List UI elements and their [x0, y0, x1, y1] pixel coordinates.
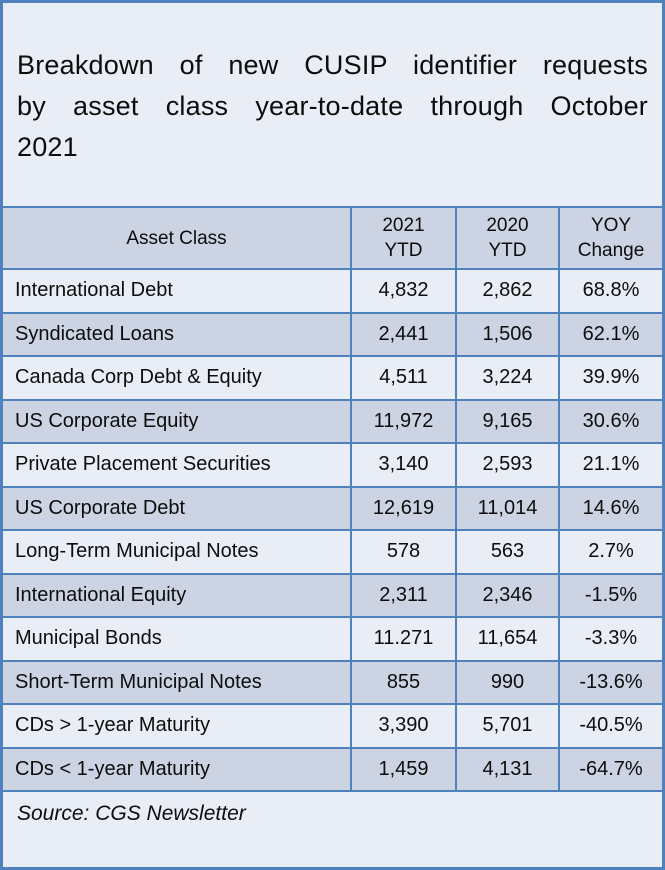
cell-asset-class: International Debt — [15, 279, 173, 302]
cell-2020-ytd: 990 — [455, 661, 558, 703]
cell-asset-class: Private Placement Securities — [15, 453, 271, 476]
cell-2020-ytd: 11,654 — [455, 618, 558, 660]
header-cell-yoy-change: YOY Change — [558, 208, 662, 268]
cell-asset-class: International Equity — [15, 583, 187, 606]
cell-yoy-change: -40.5% — [558, 705, 662, 747]
cell-2021-ytd: 4,511 — [350, 357, 455, 399]
cell-yoy-change: -3.3% — [558, 618, 662, 660]
title-line-3: 2021 — [17, 132, 78, 162]
table-row: Private Placement Securities 3,140 2,593… — [3, 442, 662, 486]
cell-asset-class: Syndicated Loans — [15, 322, 175, 345]
source-note: Source: CGS Newsletter — [17, 802, 246, 825]
cell-2021-ytd: 1,459 — [350, 748, 455, 790]
table-row: US Corporate Debt 12,619 11,014 14.6% — [3, 485, 662, 529]
table-row: CDs > 1-year Maturity 3,390 5,701 -40.5% — [3, 703, 662, 747]
cell-2020-ytd: 5,701 — [455, 705, 558, 747]
cell-asset-class: Short-Term Municipal Notes — [15, 670, 262, 693]
cell-yoy-change: 68.8% — [558, 270, 662, 312]
cell-yoy-change: 14.6% — [558, 487, 662, 529]
cell-yoy-change: 21.1% — [558, 444, 662, 486]
cell-asset-class: US Corporate Equity — [15, 409, 199, 432]
cell-yoy-change: -1.5% — [558, 574, 662, 616]
cell-2020-ytd: 1,506 — [455, 313, 558, 355]
cell-yoy-change: 39.9% — [558, 357, 662, 399]
table-row: Long-Term Municipal Notes 578 563 2.7% — [3, 529, 662, 573]
header-cell-2020-ytd: 2020 YTD — [455, 208, 558, 268]
cell-yoy-change: 2.7% — [558, 531, 662, 573]
cell-2021-ytd: 2,441 — [350, 313, 455, 355]
cell-2021-ytd: 11.271 — [350, 618, 455, 660]
cell-asset-class: Canada Corp Debt & Equity — [15, 366, 262, 389]
cell-2021-ytd: 3,140 — [350, 444, 455, 486]
cell-2021-ytd: 3,390 — [350, 705, 455, 747]
footer: Source: CGS Newsletter — [3, 790, 662, 867]
chart-title: Breakdown of new CUSIP identifier reques… — [3, 3, 662, 206]
cell-2020-ytd: 3,224 — [455, 357, 558, 399]
table-row: International Debt 4,832 2,862 68.8% — [3, 268, 662, 312]
cell-2020-ytd: 2,346 — [455, 574, 558, 616]
cell-2020-ytd: 2,593 — [455, 444, 558, 486]
data-table: Asset Class 2021 YTD 2020 YTD YOY Change… — [3, 206, 662, 790]
table-row: US Corporate Equity 11,972 9,165 30.6% — [3, 398, 662, 442]
cell-yoy-change: 62.1% — [558, 313, 662, 355]
cell-asset-class: CDs > 1-year Maturity — [15, 714, 211, 737]
table-row: CDs < 1-year Maturity 1,459 4,131 -64.7% — [3, 746, 662, 790]
cell-2020-ytd: 4,131 — [455, 748, 558, 790]
cell-2021-ytd: 2,311 — [350, 574, 455, 616]
cell-2020-ytd: 563 — [455, 531, 558, 573]
cell-2020-ytd: 11,014 — [455, 487, 558, 529]
header-cell-asset-class: Asset Class — [126, 227, 227, 249]
cell-2021-ytd: 11,972 — [350, 400, 455, 442]
cell-yoy-change: -64.7% — [558, 748, 662, 790]
cell-asset-class: Municipal Bonds — [15, 627, 162, 650]
table-header-row: Asset Class 2021 YTD 2020 YTD YOY Change — [3, 206, 662, 268]
table-row: International Equity 2,311 2,346 -1.5% — [3, 572, 662, 616]
cell-yoy-change: 30.6% — [558, 400, 662, 442]
cell-2021-ytd: 4,832 — [350, 270, 455, 312]
cell-2021-ytd: 578 — [350, 531, 455, 573]
title-line-1: Breakdown of new CUSIP identifier reques… — [17, 50, 648, 80]
table-row: Canada Corp Debt & Equity 4,511 3,224 39… — [3, 355, 662, 399]
cell-2021-ytd: 12,619 — [350, 487, 455, 529]
header-cell-2021-ytd: 2021 YTD — [350, 208, 455, 268]
cell-yoy-change: -13.6% — [558, 661, 662, 703]
cell-asset-class: US Corporate Debt — [15, 496, 186, 519]
title-line-2: by asset class year-to-date through Octo… — [17, 91, 648, 121]
cell-asset-class: CDs < 1-year Maturity — [15, 757, 211, 780]
cell-2021-ytd: 855 — [350, 661, 455, 703]
table-row: Syndicated Loans 2,441 1,506 62.1% — [3, 311, 662, 355]
table-row: Short-Term Municipal Notes 855 990 -13.6… — [3, 659, 662, 703]
cell-2020-ytd: 9,165 — [455, 400, 558, 442]
table-row: Municipal Bonds 11.271 11,654 -3.3% — [3, 616, 662, 660]
cell-2020-ytd: 2,862 — [455, 270, 558, 312]
cell-asset-class: Long-Term Municipal Notes — [15, 540, 259, 563]
